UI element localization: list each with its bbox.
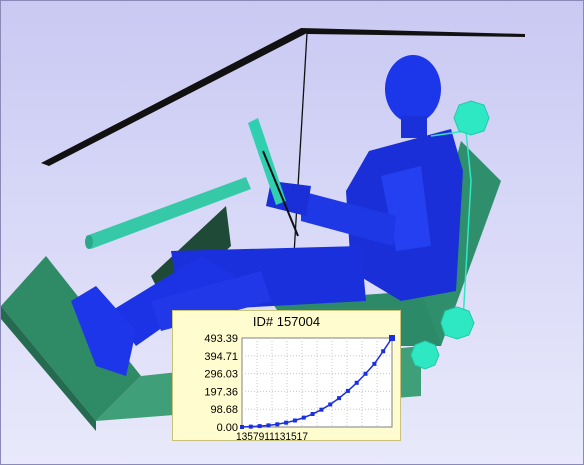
y-tick-label: 394.71 [204, 351, 238, 363]
y-tick-label: 0.00 [217, 422, 238, 434]
data-point [381, 349, 386, 354]
y-tick-label: 493.39 [204, 333, 238, 345]
data-point [354, 380, 359, 385]
data-tooltip: ID# 157004 493.39 394.71 296.03 197.36 98.68… [172, 310, 401, 442]
y-tick-label: 197.36 [204, 386, 238, 398]
x-tick-labels: 1357911131517 [236, 431, 308, 442]
data-point [257, 424, 262, 429]
seatbelt-anchor-markers[interactable] [410, 100, 490, 370]
data-point [363, 371, 368, 376]
data-point [240, 425, 244, 429]
seatbelt-path [430, 130, 472, 322]
data-point [345, 388, 350, 393]
data-point [292, 418, 297, 423]
data-point [301, 415, 306, 420]
data-point [389, 335, 395, 341]
y-tick-label: 296.03 [204, 369, 238, 381]
data-point [328, 402, 333, 407]
data-point [266, 423, 271, 428]
steering-wheel[interactable] [248, 118, 299, 237]
data-point [372, 361, 377, 366]
dashboard-panel [85, 177, 251, 249]
data-point [310, 412, 315, 417]
data-point [248, 424, 253, 429]
data-point [275, 422, 280, 427]
mini-line-chart: 493.39 394.71 296.03 197.36 98.68 0.001357911… [204, 333, 395, 442]
y-tick-label: 98.68 [210, 404, 238, 416]
occupant-mannequin [71, 55, 463, 376]
tooltip-title: ID# 157004 [252, 314, 321, 329]
data-point [284, 420, 289, 425]
data-point [337, 396, 342, 401]
data-point [319, 407, 324, 412]
